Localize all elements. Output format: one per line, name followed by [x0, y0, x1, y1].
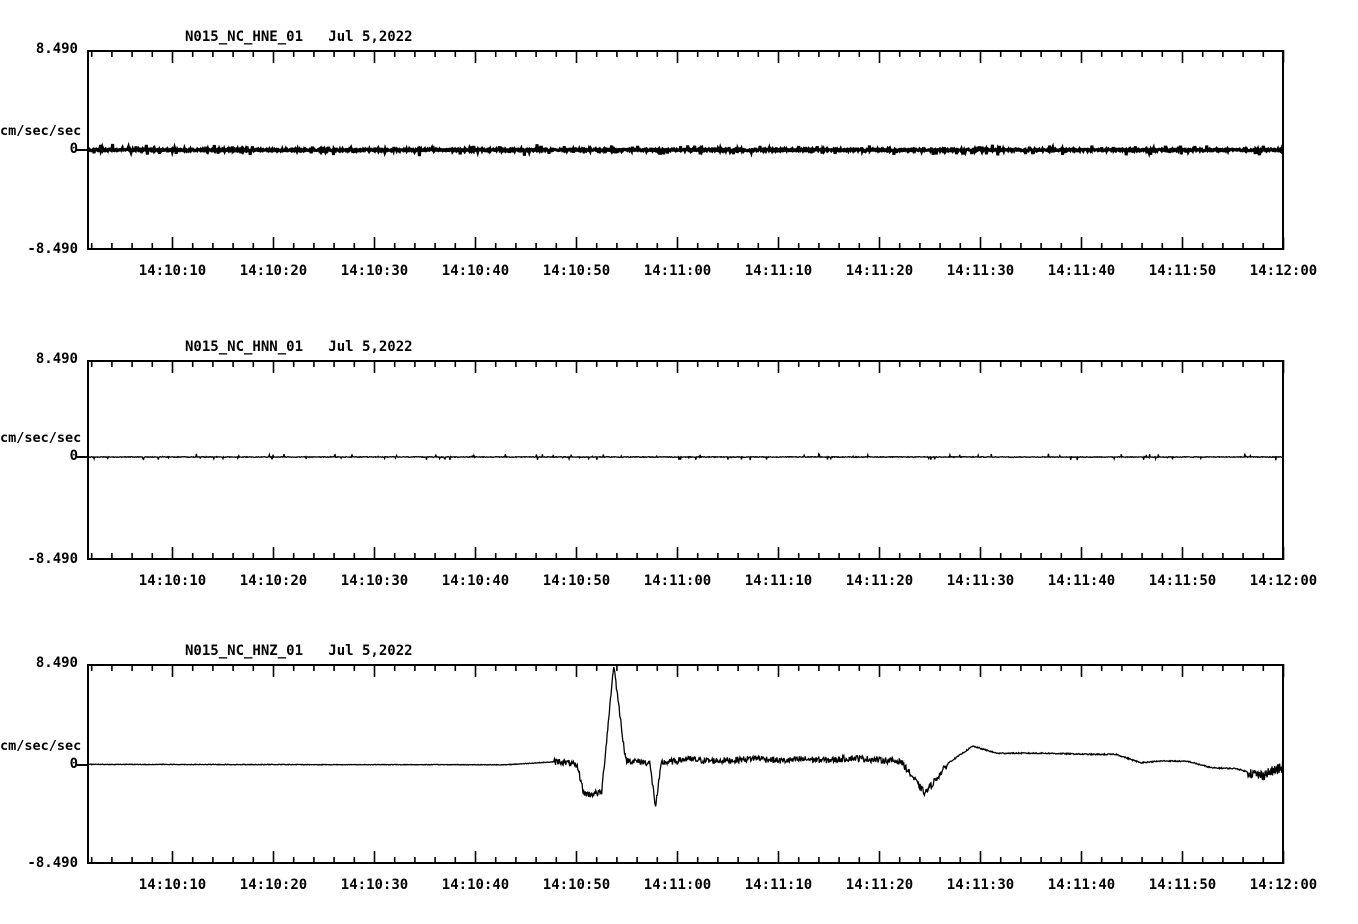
x-axis-tick-label: 14:12:00 — [1249, 263, 1318, 279]
y-axis-zero-label: 0 — [69, 141, 78, 157]
panel-title: N015_NC_HNN_01 Jul 5,2022 — [185, 339, 413, 355]
plot-frame — [87, 360, 1284, 560]
x-axis-tick-label: 14:10:40 — [441, 263, 510, 279]
y-axis-max-label: 8.490 — [35, 351, 78, 367]
y-axis-zero-label: 0 — [69, 448, 78, 464]
x-axis-tick-label: 14:11:50 — [1148, 877, 1217, 893]
panel-title: N015_NC_HNZ_01 Jul 5,2022 — [185, 643, 413, 659]
x-axis-tick-label: 14:10:30 — [340, 573, 409, 589]
y-axis-max-label: 8.490 — [35, 655, 78, 671]
x-axis-tick-label: 14:10:10 — [138, 877, 207, 893]
x-axis-tick-label: 14:11:20 — [845, 573, 914, 589]
x-axis-tick-label: 14:11:40 — [1047, 573, 1116, 589]
x-axis-tick-label: 14:10:10 — [138, 263, 207, 279]
x-axis-tick-label: 14:10:30 — [340, 877, 409, 893]
x-axis-tick-label: 14:10:40 — [441, 573, 510, 589]
y-axis-unit-label: cm/sec/sec — [0, 738, 82, 754]
x-axis-tick-label: 14:11:40 — [1047, 877, 1116, 893]
y-axis-unit-label: cm/sec/sec — [0, 430, 82, 446]
y-axis-min-label: -8.490 — [27, 241, 78, 257]
x-axis-tick-label: 14:10:20 — [239, 573, 308, 589]
x-axis-tick-label: 14:11:20 — [845, 877, 914, 893]
y-axis-min-label: -8.490 — [27, 855, 78, 871]
x-axis-tick-label: 14:11:00 — [643, 877, 712, 893]
x-axis-tick-label: 14:11:50 — [1148, 573, 1217, 589]
x-axis-tick-label: 14:11:50 — [1148, 263, 1217, 279]
x-axis-tick-label: 14:11:20 — [845, 263, 914, 279]
x-axis-tick-label: 14:11:30 — [946, 263, 1015, 279]
x-axis-tick-label: 14:10:40 — [441, 877, 510, 893]
x-axis-tick-label: 14:12:00 — [1249, 573, 1318, 589]
x-axis-tick-label: 14:10:20 — [239, 877, 308, 893]
x-axis-tick-label: 14:10:50 — [542, 573, 611, 589]
x-axis-tick-label: 14:10:30 — [340, 263, 409, 279]
x-axis-tick-label: 14:11:10 — [744, 573, 813, 589]
x-axis-tick-label: 14:10:50 — [542, 263, 611, 279]
x-axis-tick-label: 14:11:10 — [744, 877, 813, 893]
x-axis-tick-label: 14:10:10 — [138, 573, 207, 589]
x-axis-tick-label: 14:11:10 — [744, 263, 813, 279]
y-axis-max-label: 8.490 — [35, 41, 78, 57]
x-axis-tick-label: 14:11:30 — [946, 573, 1015, 589]
x-axis-tick-label: 14:11:40 — [1047, 263, 1116, 279]
x-axis-tick-label: 14:10:50 — [542, 877, 611, 893]
x-axis-tick-label: 14:10:20 — [239, 263, 308, 279]
x-axis-tick-label: 14:11:00 — [643, 263, 712, 279]
x-axis-tick-label: 14:11:00 — [643, 573, 712, 589]
x-axis-tick-label: 14:12:00 — [1249, 877, 1318, 893]
y-axis-zero-label: 0 — [69, 756, 78, 772]
y-axis-min-label: -8.490 — [27, 551, 78, 567]
x-axis-tick-label: 14:11:30 — [946, 877, 1015, 893]
y-axis-unit-label: cm/sec/sec — [0, 123, 82, 139]
panel-title: N015_NC_HNE_01 Jul 5,2022 — [185, 29, 413, 45]
